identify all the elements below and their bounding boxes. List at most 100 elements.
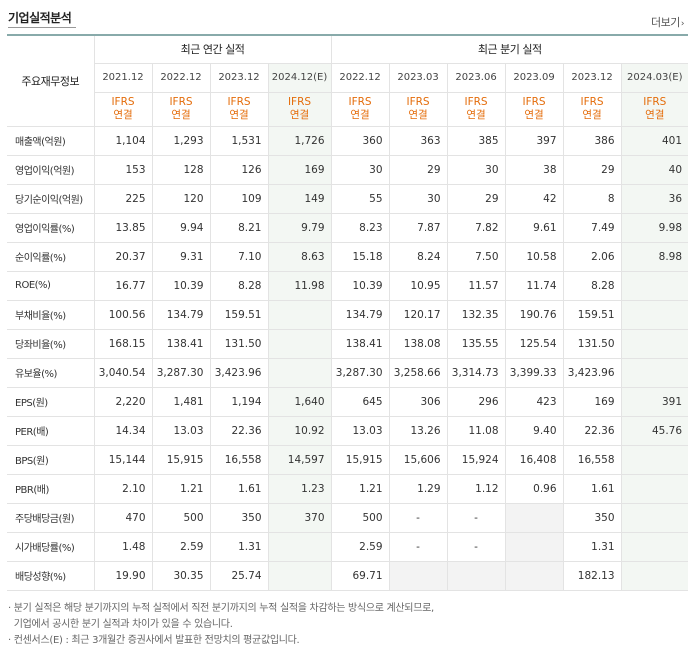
period-header: 2023.12 (209, 62, 269, 93)
value-cell: 2.59 (151, 531, 211, 562)
value-cell: 182.13 (562, 560, 622, 591)
table-row: PBR(배) 2.10 1.21 1.61 1.23 1.21 1.29 1.12 0.96 1.… (7, 473, 689, 504)
value-cell: 7.10 (209, 241, 269, 272)
value-cell (446, 560, 506, 591)
value-cell: 1.31 (209, 531, 269, 562)
value-cell: 360 (330, 125, 390, 156)
row-label: 유보율(%) (7, 357, 95, 388)
value-cell: 7.82 (446, 212, 506, 243)
value-cell: 1.23 (267, 473, 332, 504)
value-cell: 10.58 (504, 241, 564, 272)
value-cell (620, 357, 689, 388)
value-cell: 1,293 (151, 125, 211, 156)
value-cell: - (388, 502, 448, 533)
table-row: 당좌비율(%) 168.15 138.41 131.50 138.41 138.08 135… (7, 328, 689, 359)
value-cell: 40 (620, 154, 689, 185)
table-row: PER(배) 14.34 13.03 22.36 10.92 13.03 13.26 11.0… (7, 415, 689, 446)
value-cell: 125.54 (504, 328, 564, 359)
row-header: 주요재무정보 (7, 34, 95, 127)
value-cell: 25.74 (209, 560, 269, 591)
value-cell: 7.50 (446, 241, 506, 272)
standard-label: IFRS (464, 96, 488, 108)
table-row: 시가배당률(%) 1.48 2.59 1.31 2.59- -1.31 (7, 531, 689, 562)
value-cell: 149 (267, 183, 332, 214)
quarter-group-header: 최근 분기 실적 (330, 34, 689, 64)
value-cell: 29 (388, 154, 448, 185)
value-cell: 2.10 (93, 473, 153, 504)
standard-label: IFRS (287, 96, 312, 108)
value-cell: 1.61 (209, 473, 269, 504)
value-cell: 16,558 (209, 444, 269, 475)
section-title: 기업실적분석 (8, 11, 72, 25)
value-cell: 36 (620, 183, 689, 214)
value-cell: 11.74 (504, 270, 564, 301)
value-cell: 109 (209, 183, 269, 214)
row-label: 부채비율(%) (7, 299, 95, 330)
value-cell: 15,606 (388, 444, 448, 475)
consolidation-label: 연결 (582, 109, 602, 121)
standard-label: IFRS (522, 96, 546, 108)
row-label: 순이익률(%) (7, 241, 95, 272)
row-label: 시가배당률(%) (7, 531, 95, 562)
accounting-standard-header: IFRS 연결 (151, 91, 211, 127)
value-cell: 138.08 (388, 328, 448, 359)
value-cell: 1,194 (209, 386, 269, 417)
footnotes: · 분기 실적은 해당 분기까지의 누적 실적에서 직전 분기까지의 누적 실적… (8, 601, 434, 649)
value-cell: 2.06 (562, 241, 622, 272)
value-cell: 10.92 (267, 415, 332, 446)
value-cell: 8.63 (267, 241, 332, 272)
value-cell: 9.61 (504, 212, 564, 243)
value-cell: 190.76 (504, 299, 564, 330)
value-cell: 500 (330, 502, 390, 533)
value-cell: 500 (151, 502, 211, 533)
more-label: 더보기 (651, 16, 680, 29)
table-row: 영업이익률(%) 13.85 9.94 8.21 9.79 8.23 7.87 7.82 9.6… (7, 212, 689, 243)
more-link[interactable]: 더보기› (651, 14, 685, 30)
value-cell: 363 (388, 125, 448, 156)
value-cell: 8.24 (388, 241, 448, 272)
value-cell: 135.55 (446, 328, 506, 359)
value-cell: 138.41 (151, 328, 211, 359)
accounting-standard-header: IFRS 연결 (388, 91, 448, 127)
value-cell: 159.51 (209, 299, 269, 330)
value-cell: 9.40 (504, 415, 564, 446)
accounting-standard-header: IFRS 연결 (446, 91, 506, 127)
row-label: 배당성향(%) (7, 560, 95, 591)
value-cell: 9.98 (620, 212, 689, 243)
value-cell: 22.36 (209, 415, 269, 446)
value-cell: 134.79 (151, 299, 211, 330)
value-cell: - (446, 531, 506, 562)
value-cell: 14.34 (93, 415, 153, 446)
value-cell: 14,597 (267, 444, 332, 475)
value-cell: 470 (93, 502, 153, 533)
value-cell (388, 560, 448, 591)
accounting-standard-header: IFRS 연결 (330, 91, 390, 127)
value-cell (620, 473, 689, 504)
footnote-line: · 컨센서스(E) : 최근 3개월간 증권사에서 발표한 전망치의 평균값입니… (8, 635, 300, 646)
standard-label: IFRS (580, 96, 604, 108)
table-row: BPS(원) 15,144 15,915 16,558 14,597 15,915 15,6… (7, 444, 689, 475)
period-header: 2023.12 (562, 62, 622, 93)
value-cell: 306 (388, 386, 448, 417)
value-cell: 7.87 (388, 212, 448, 243)
table-row: 부채비율(%) 100.56 134.79 159.51 134.79 120.17 132… (7, 299, 689, 330)
value-cell: 15,144 (93, 444, 153, 475)
footnote-line: · 분기 실적은 해당 분기까지의 누적 실적에서 직전 분기까지의 누적 실적… (8, 603, 434, 614)
value-cell (620, 502, 689, 533)
standard-label: IFRS (643, 96, 667, 108)
value-cell: 3,423.96 (209, 357, 269, 388)
accounting-standard-header: IFRS 연결 (209, 91, 269, 127)
value-cell: 2.59 (330, 531, 390, 562)
value-cell: 126 (209, 154, 269, 185)
value-cell: 16,558 (562, 444, 622, 475)
standard-label: IFRS (111, 96, 135, 108)
value-cell: 13.85 (93, 212, 153, 243)
value-cell: 370 (267, 502, 332, 533)
value-cell: 3,399.33 (504, 357, 564, 388)
standard-label: IFRS (348, 96, 372, 108)
chevron-right-icon: › (680, 19, 685, 29)
value-cell: 15,924 (446, 444, 506, 475)
period-header: 2022.12 (330, 62, 390, 93)
value-cell: 0.96 (504, 473, 564, 504)
value-cell: 1.21 (151, 473, 211, 504)
